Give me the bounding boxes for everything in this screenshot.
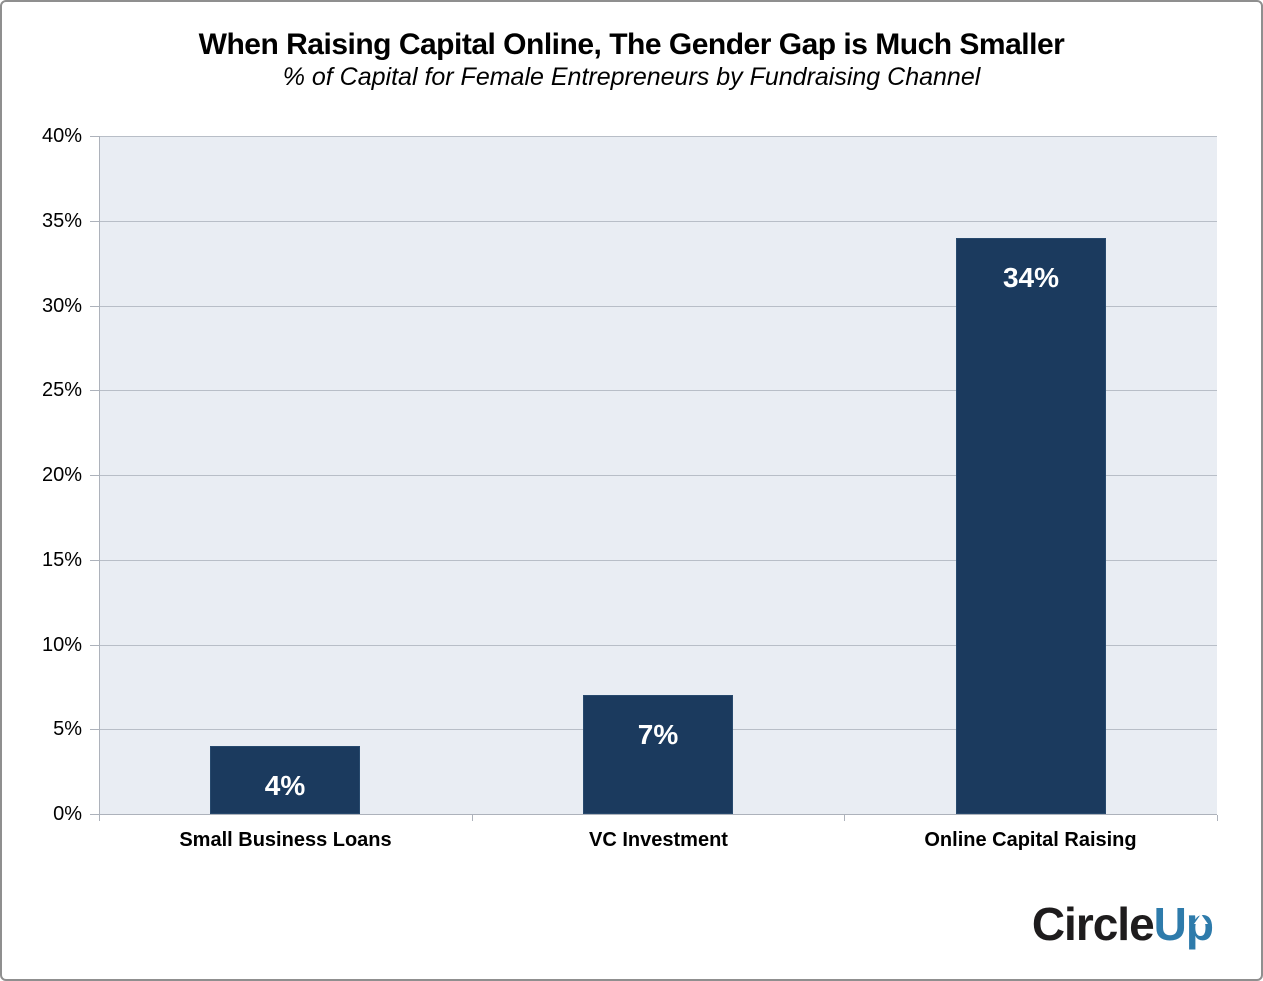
x-axis-tick — [472, 815, 473, 821]
y-axis-tick — [90, 645, 99, 646]
y-axis-tick-label: 5% — [53, 718, 82, 740]
y-axis-tick-label: 40% — [41, 125, 82, 147]
y-axis-tick-label: 25% — [41, 379, 82, 401]
logo-text-up: Up — [1153, 898, 1214, 950]
y-axis-tick-label: 30% — [41, 295, 82, 317]
x-axis-line — [99, 814, 1217, 815]
y-axis-tick — [90, 475, 99, 476]
gridline — [99, 560, 1217, 561]
gridline — [99, 136, 1217, 137]
up-arrow-icon — [1194, 914, 1208, 924]
gridline — [99, 645, 1217, 646]
y-axis-tick-label: 15% — [41, 549, 82, 571]
x-axis-category-label: Online Capital Raising — [924, 829, 1137, 851]
y-axis-tick-label: 10% — [41, 634, 82, 656]
x-axis-category-label: Small Business Loans — [179, 829, 392, 851]
y-axis-tick — [90, 306, 99, 307]
bar-small-business-loans: 4% — [210, 746, 360, 814]
gridline — [99, 390, 1217, 391]
y-axis-tick — [90, 729, 99, 730]
x-axis-tick — [844, 815, 845, 821]
bar-online-capital-raising: 34% — [956, 238, 1106, 814]
y-axis-tick-label: 35% — [41, 210, 82, 232]
chart-subtitle: % of Capital for Female Entrepreneurs by… — [282, 63, 981, 91]
y-axis-tick — [90, 136, 99, 137]
bar-value-label: 7% — [637, 719, 679, 750]
bar-value-label: 34% — [1002, 262, 1060, 293]
y-axis-line — [99, 136, 100, 814]
gridline — [99, 221, 1217, 222]
bar-value-label: 4% — [264, 770, 306, 801]
circleup-logo: CircleUp — [1031, 898, 1214, 950]
gridline — [99, 306, 1217, 307]
bar-vc-investment: 7% — [583, 695, 733, 814]
x-axis-category-label: VC Investment — [589, 829, 728, 851]
gridline — [99, 475, 1217, 476]
y-axis-tick — [90, 814, 99, 815]
logo-text-circle: Circle — [1031, 898, 1155, 950]
y-axis-tick-label: 20% — [41, 464, 82, 486]
y-axis-tick — [90, 560, 99, 561]
y-axis-tick — [90, 390, 99, 391]
chart-title: When Raising Capital Online, The Gender … — [198, 28, 1065, 61]
x-axis-tick — [1217, 815, 1218, 821]
y-axis-tick — [90, 221, 99, 222]
x-axis-tick — [99, 815, 100, 821]
y-axis-tick-label: 0% — [53, 803, 82, 825]
